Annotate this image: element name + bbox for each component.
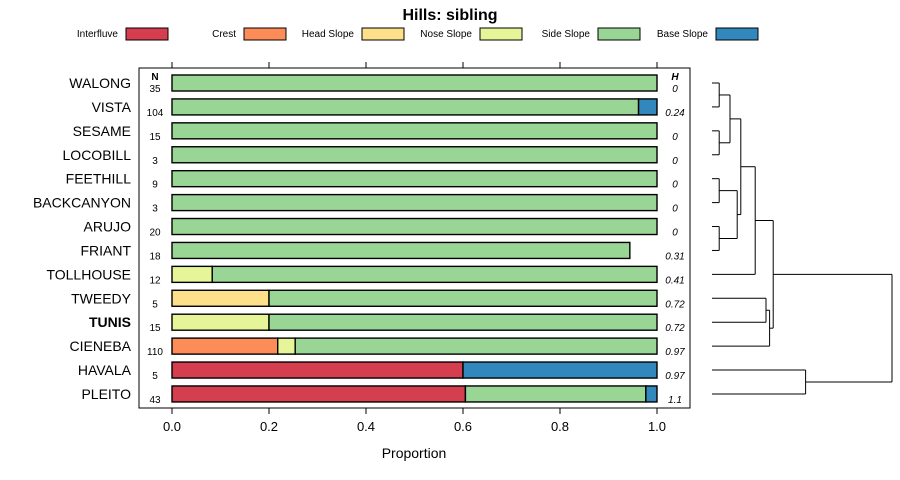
row-label-havala: HAVALA (78, 362, 132, 378)
bar-vista-side-slope (171, 98, 640, 116)
h-value-walong: 0 (672, 84, 678, 95)
row-label-friant: FRIANT (80, 242, 131, 258)
x-tick-label-2: 0.4 (357, 419, 375, 434)
bar-tunis-nose-slope (171, 313, 270, 331)
bar-tweedy-head-slope (171, 289, 270, 307)
row-label-cieneba: CIENEBA (70, 338, 132, 354)
row-label-walong: WALONG (69, 75, 131, 91)
legend-label-interfluve: Interfluve (77, 29, 119, 40)
bar-havala-base-slope (462, 361, 658, 379)
chart-title: Hills: sibling (402, 7, 497, 24)
row-label-tweedy: TWEEDY (71, 290, 132, 306)
h-value-havala: 0.97 (665, 371, 685, 382)
dendrogram (712, 82, 893, 395)
x-axis: 0.0 0.2 0.4 0.6 0.8 1.0 (163, 62, 666, 434)
bar-walong-side-slope (171, 74, 658, 92)
bar-tunis-side-slope (268, 313, 658, 331)
bar-vista-base-slope (637, 98, 658, 116)
legend-label-crest: Crest (212, 29, 236, 40)
bar-backcanyon-side-slope (171, 193, 658, 212)
h-value-friant: 0.31 (665, 251, 684, 262)
bar-cieneba-crest (171, 337, 279, 355)
h-value-backcanyon: 0 (672, 204, 678, 215)
n-value-locobill: 3 (152, 156, 158, 167)
n-value-walong: 35 (149, 84, 161, 95)
legend-swatch-side-slope (597, 27, 641, 41)
row-label-tollhouse: TOLLHOUSE (46, 266, 131, 282)
x-tick-label-5: 1.0 (648, 419, 666, 434)
bar-tweedy-side-slope (268, 289, 658, 307)
legend-label-nose-slope: Nose Slope (420, 29, 472, 40)
x-tick-label-1: 0.2 (260, 419, 278, 434)
h-value-pleito: 1.1 (668, 395, 682, 406)
n-value-pleito: 43 (149, 395, 161, 406)
bar-tollhouse-nose-slope (171, 265, 213, 284)
n-value-tunis: 15 (149, 323, 161, 334)
x-tick-label-0: 0.0 (163, 419, 181, 434)
bar-locobill-side-slope (171, 146, 658, 164)
row-label-vista: VISTA (92, 99, 132, 115)
bar-pleito-base-slope (645, 385, 658, 403)
n-value-tollhouse: 12 (149, 275, 161, 286)
h-value-cieneba: 0.97 (665, 347, 685, 358)
n-value-arujo: 20 (149, 228, 161, 239)
row-label-locobill: LOCOBILL (63, 147, 132, 163)
n-header: N (151, 72, 158, 83)
legend-swatch-interfluve (125, 27, 169, 41)
n-value-sesame: 15 (149, 132, 161, 143)
bar-friant-side-slope (171, 241, 631, 260)
bar-havala-interfluve (171, 361, 464, 379)
legend: Interfluve Crest Head Slope Nose Slope Side … (77, 27, 759, 41)
row-label-pleito: PLEITO (81, 386, 131, 402)
n-value-friant: 18 (149, 251, 161, 262)
x-tick-label-4: 0.8 (551, 419, 569, 434)
bar-cieneba-nose-slope (277, 337, 296, 355)
row-label-feethill: FEETHILL (66, 171, 132, 187)
n-value-backcanyon: 3 (152, 204, 158, 215)
bar-feethill-side-slope (171, 169, 658, 188)
h-header: H (671, 72, 679, 83)
n-value-feethill: 9 (152, 180, 158, 191)
x-axis-label: Proportion (382, 445, 447, 461)
legend-swatch-head-slope (361, 27, 405, 41)
row-label-backcanyon: BACKCANYON (33, 195, 131, 211)
bar-pleito-interfluve (171, 385, 467, 403)
legend-swatch-base-slope (715, 27, 759, 41)
x-tick-label-3: 0.6 (454, 419, 472, 434)
bar-pleito-side-slope (464, 385, 647, 403)
h-value-locobill: 0 (672, 156, 678, 167)
plot-frame (138, 67, 691, 409)
legend-label-base-slope: Base Slope (657, 29, 709, 40)
legend-label-head-slope: Head Slope (302, 29, 355, 40)
n-value-vista: 104 (147, 108, 164, 119)
h-value-sesame: 0 (672, 132, 678, 143)
n-value-cieneba: 110 (147, 347, 163, 358)
h-value-tollhouse: 0.41 (665, 275, 684, 286)
bar-cieneba-side-slope (294, 337, 658, 355)
bar-arujo-side-slope (171, 217, 658, 236)
legend-label-side-slope: Side Slope (542, 29, 591, 40)
bar-sesame-side-slope (171, 122, 658, 140)
bar-tollhouse-side-slope (211, 265, 658, 284)
legend-swatch-crest (243, 27, 287, 41)
row-label-sesame: SESAME (73, 123, 131, 139)
h-value-feethill: 0 (672, 180, 678, 191)
legend-swatch-nose-slope (479, 27, 523, 41)
h-value-vista: 0.24 (665, 108, 685, 119)
h-value-tunis: 0.72 (665, 323, 685, 334)
h-value-arujo: 0 (672, 228, 678, 239)
row-label-arujo: ARUJO (84, 219, 132, 235)
row-label-tunis: TUNIS (89, 314, 131, 330)
n-value-tweedy: 5 (152, 299, 158, 310)
h-value-tweedy: 0.72 (665, 299, 685, 310)
n-value-havala: 5 (152, 371, 158, 382)
